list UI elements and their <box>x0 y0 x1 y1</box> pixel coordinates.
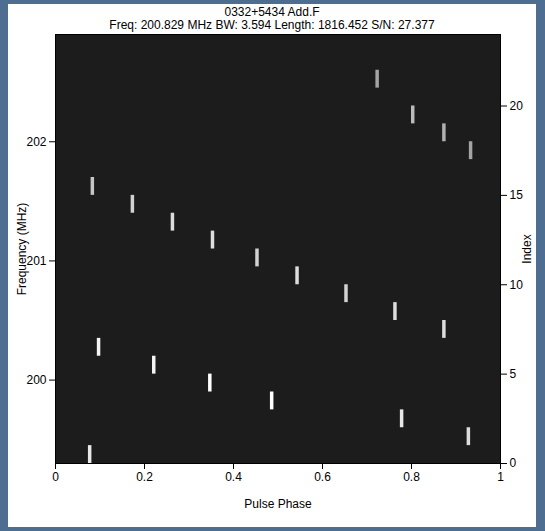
svg-text:Pulse Phase: Pulse Phase <box>244 497 312 511</box>
svg-text:0: 0 <box>52 470 59 484</box>
svg-text:201: 201 <box>26 254 46 268</box>
svg-text:0.4: 0.4 <box>225 470 242 484</box>
svg-text:Index: Index <box>520 234 534 263</box>
svg-text:10: 10 <box>510 278 524 292</box>
svg-text:200: 200 <box>26 373 46 387</box>
svg-text:15: 15 <box>510 188 524 202</box>
svg-text:0.6: 0.6 <box>314 470 331 484</box>
svg-text:0: 0 <box>510 456 517 470</box>
svg-text:5: 5 <box>510 367 517 381</box>
svg-text:Frequency (MHz): Frequency (MHz) <box>15 203 29 296</box>
svg-text:20: 20 <box>510 99 524 113</box>
html-text:0332+5434 Add.F: 0332+5434 Add.F <box>224 5 320 19</box>
svg-text:0.8: 0.8 <box>403 470 420 484</box>
svg-text:1: 1 <box>497 470 504 484</box>
svg-text:202: 202 <box>26 135 46 149</box>
html-text:Freq: 200.829 MHz BW: 3.594 Le: Freq: 200.829 MHz BW: 3.594 Length: 1816… <box>109 18 435 32</box>
svg-text:0.2: 0.2 <box>136 470 153 484</box>
